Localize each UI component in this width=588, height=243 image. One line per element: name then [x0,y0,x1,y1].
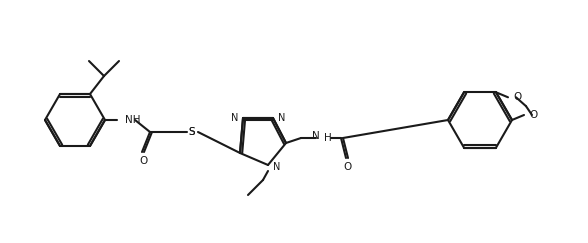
Text: O: O [529,110,537,120]
Text: NH: NH [125,115,141,125]
Text: S: S [189,127,195,137]
Text: N: N [278,113,285,123]
Text: S: S [189,127,195,137]
Text: O: O [513,92,521,102]
Text: O: O [343,162,351,172]
Text: O: O [139,156,147,166]
Text: N: N [273,162,280,172]
Text: N: N [230,113,238,123]
Text: N: N [312,131,320,141]
Text: H: H [324,133,332,143]
